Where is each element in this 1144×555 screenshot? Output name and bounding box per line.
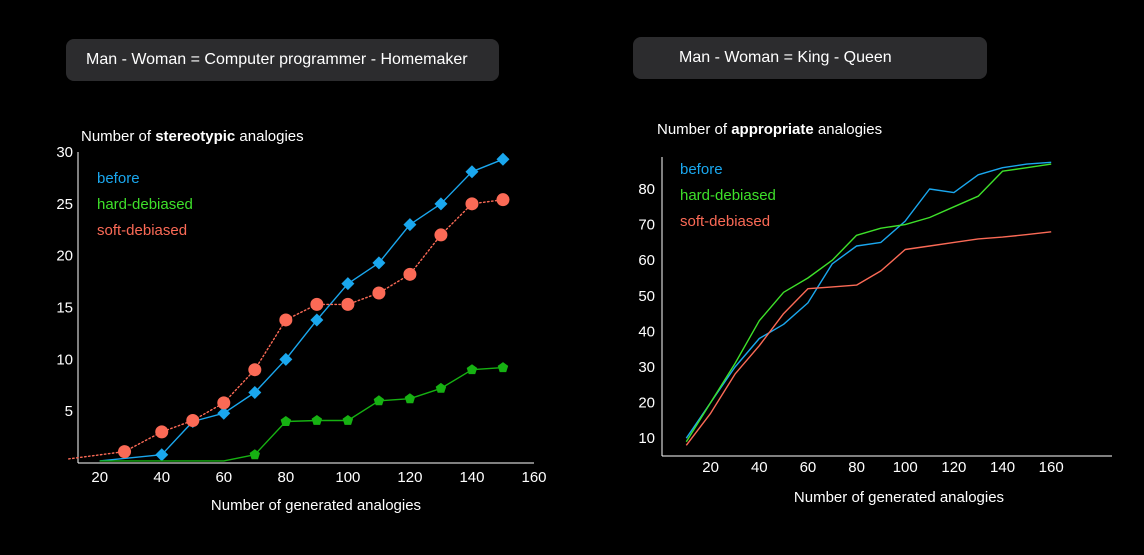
right-title-bold: appropriate <box>731 121 814 138</box>
right-series-before <box>685 161 1052 439</box>
left-before-point <box>372 256 386 270</box>
right-before-line <box>685 161 1052 439</box>
right-chart: 20 40 60 80 100 120 140 160 10 20 30 40 50 60 70 80 Numb… <box>638 157 1112 506</box>
right-x-tick-label: 160 <box>1039 459 1064 476</box>
right-x-tick-label: 20 <box>702 459 719 476</box>
right-x-axis-label: Number of generated analogies <box>794 489 1004 506</box>
left-series-hard-debiased <box>99 362 509 462</box>
left-x-tick-label: 40 <box>153 469 170 486</box>
left-x-tick-label: 160 <box>521 469 546 486</box>
left-y-tick-label: 30 <box>56 144 73 161</box>
right-y-tick-label: 70 <box>638 217 655 234</box>
left-soft-debiased-point <box>434 228 448 242</box>
right-chart-title: Number of appropriate analogies <box>657 121 882 138</box>
left-before-point <box>155 448 169 462</box>
left-x-tick-label: 20 <box>91 469 108 486</box>
right-series-soft-debiased <box>685 231 1052 446</box>
right-y-tick-label: 60 <box>638 252 655 269</box>
right-x-tick-label: 40 <box>751 459 768 476</box>
left-x-tick-label: 60 <box>215 469 232 486</box>
left-title-bold: stereotypic <box>155 128 236 145</box>
right-x-tick-label: 100 <box>893 459 918 476</box>
left-soft-debiased-point <box>403 267 417 281</box>
left-before-point <box>310 313 324 327</box>
left-analogy-text: Man - Woman = Computer programmer - Home… <box>86 51 468 68</box>
left-before-point <box>217 406 231 420</box>
left-hard-debiased-line <box>99 366 504 462</box>
left-chart: 20 40 60 80 100 120 140 160 5 10 15 20 25 30 Number of… <box>56 144 546 514</box>
right-x-tick-label: 140 <box>990 459 1015 476</box>
left-hard-debiased-point <box>404 393 416 404</box>
left-soft-debiased-point <box>465 197 479 211</box>
left-analogy-label: Man - Woman = Computer programmer - Home… <box>66 39 499 81</box>
right-title-suffix: analogies <box>813 121 883 138</box>
left-hard-debiased-point <box>435 382 447 393</box>
left-soft-debiased-point <box>496 193 510 207</box>
left-hard-debiased-point <box>249 449 260 460</box>
right-soft-debiased-line <box>685 231 1052 446</box>
right-legend-soft-debiased: soft-debiased <box>680 213 770 230</box>
left-before-point <box>248 386 262 400</box>
left-soft-debiased-point <box>310 297 324 311</box>
left-y-tick-label: 10 <box>56 351 73 368</box>
left-x-axis-label: Number of generated analogies <box>211 497 421 514</box>
left-hard-debiased-point <box>373 395 385 406</box>
left-legend-before: before <box>97 170 140 187</box>
left-soft-debiased-point <box>248 363 262 377</box>
left-before-point <box>496 152 510 166</box>
left-title-prefix: Number of <box>81 128 156 145</box>
right-y-tick-label: 50 <box>638 288 655 305</box>
left-x-tick-label: 100 <box>335 469 360 486</box>
right-legend-before: before <box>680 161 723 178</box>
left-before-point <box>341 277 355 291</box>
right-y-tick-label: 80 <box>638 181 655 198</box>
left-soft-debiased-point <box>186 413 200 427</box>
left-x-tick-label: 140 <box>459 469 484 486</box>
left-hard-debiased-point <box>342 415 354 425</box>
left-hard-debiased-point <box>280 416 292 426</box>
right-x-tick-label: 80 <box>848 459 865 476</box>
left-x-tick-label: 120 <box>397 469 422 486</box>
left-legend-soft-debiased: soft-debiased <box>97 222 187 239</box>
left-hard-debiased-point <box>497 362 509 373</box>
right-y-tick-label: 20 <box>638 395 655 412</box>
right-x-tick-label: 120 <box>941 459 966 476</box>
left-before-point <box>279 352 293 366</box>
left-soft-debiased-point <box>341 297 355 311</box>
right-analogy-text: Man - Woman = King - Queen <box>679 49 892 66</box>
left-x-tick-label: 80 <box>277 469 294 486</box>
right-y-tick-label: 10 <box>638 430 655 447</box>
left-before-point <box>434 197 448 211</box>
left-before-point <box>403 218 417 232</box>
right-y-tick-label: 30 <box>638 359 655 376</box>
left-hard-debiased-point <box>466 364 478 375</box>
left-before-point <box>465 165 479 179</box>
left-hard-debiased-point <box>311 415 323 425</box>
right-series-hard-debiased <box>685 163 1052 443</box>
left-soft-debiased-point <box>217 396 231 410</box>
left-series-soft-debiased <box>67 193 510 460</box>
right-y-tick-label: 40 <box>638 323 655 340</box>
left-legend-hard-debiased: hard-debiased <box>97 196 193 213</box>
left-soft-debiased-point <box>279 313 293 327</box>
right-legend-hard-debiased: hard-debiased <box>680 187 776 204</box>
left-soft-debiased-point <box>118 445 132 459</box>
left-y-tick-label: 15 <box>56 300 73 317</box>
left-chart-title: Number of stereotypic analogies <box>81 128 304 145</box>
right-hard-debiased-line <box>685 163 1052 443</box>
left-soft-debiased-point <box>155 425 169 439</box>
left-y-tick-label: 25 <box>56 196 73 213</box>
right-title-prefix: Number of <box>657 121 732 138</box>
left-title-suffix: analogies <box>235 128 304 145</box>
left-y-tick-label: 20 <box>56 248 73 265</box>
right-x-tick-label: 60 <box>800 459 817 476</box>
left-soft-debiased-point <box>372 286 386 300</box>
left-y-tick-label: 5 <box>65 403 73 420</box>
right-analogy-label: Man - Woman = King - Queen <box>633 37 987 79</box>
